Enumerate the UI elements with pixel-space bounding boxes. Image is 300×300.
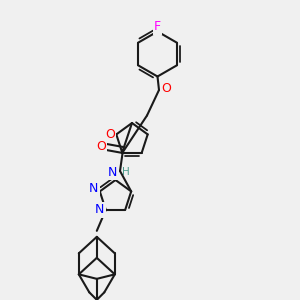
Text: H: H — [122, 167, 129, 178]
Text: N: N — [108, 166, 117, 179]
Text: N: N — [89, 182, 98, 195]
Text: O: O — [105, 128, 115, 141]
Text: N: N — [95, 203, 104, 216]
Text: F: F — [154, 20, 161, 34]
Text: O: O — [162, 82, 171, 95]
Text: O: O — [96, 140, 106, 154]
